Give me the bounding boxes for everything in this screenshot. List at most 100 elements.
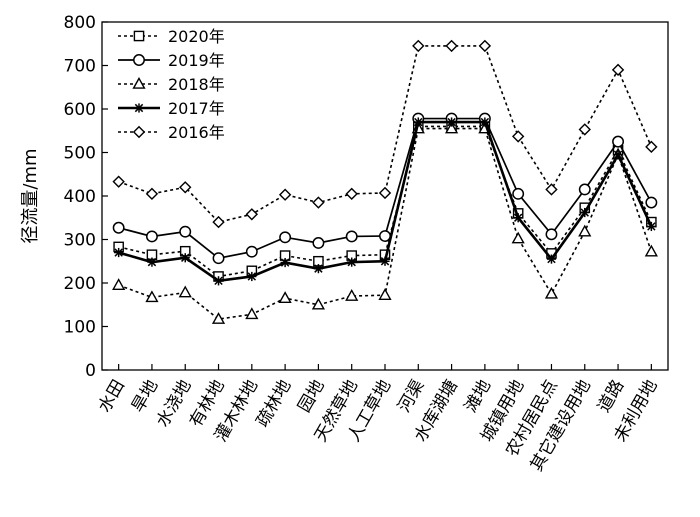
x-tick-label: 旱地 — [128, 377, 162, 416]
legend-item: 2020年 — [118, 27, 225, 46]
data-point-triangle — [444, 121, 459, 134]
data-point-diamond — [578, 123, 591, 136]
data-point-star — [380, 256, 390, 266]
data-point-triangle — [311, 297, 326, 310]
data-point-triangle — [378, 288, 392, 300]
x-tick-label: 疏林地 — [253, 377, 296, 431]
y-tick-label: 600 — [64, 100, 96, 120]
data-point-circle — [379, 230, 391, 242]
data-point-star — [213, 276, 224, 286]
data-point-triangle — [544, 286, 559, 299]
data-point-circle — [645, 196, 658, 209]
data-point-diamond — [345, 187, 358, 201]
data-point-diamond — [378, 186, 392, 200]
legend-label: 2019年 — [168, 51, 225, 70]
data-point-star — [134, 103, 144, 113]
data-point-circle — [312, 237, 325, 249]
data-point-star — [347, 257, 357, 267]
series-line — [118, 45, 653, 223]
data-point-triangle — [511, 231, 525, 244]
data-point-diamond — [112, 175, 125, 188]
y-axis-label: 径流量/mm — [20, 148, 41, 243]
data-point-star — [613, 150, 623, 160]
y-tick-label: 800 — [64, 13, 96, 33]
legend-label: 2016年 — [168, 123, 225, 142]
series-line — [118, 125, 653, 278]
series-layer — [112, 39, 658, 324]
legend-label: 2018年 — [168, 75, 225, 94]
x-tick-label: 水田 — [95, 377, 129, 416]
data-point-star — [646, 221, 656, 232]
x-tick-label: 道路 — [594, 377, 628, 416]
data-point-diamond — [132, 125, 146, 139]
data-point-star — [247, 271, 257, 282]
data-point-diamond — [511, 130, 525, 143]
data-point-diamond — [611, 63, 625, 77]
data-point-triangle — [345, 289, 359, 301]
data-point-star — [180, 253, 190, 263]
data-point-circle — [133, 54, 145, 66]
data-point-triangle — [245, 307, 259, 320]
data-point-diamond — [245, 208, 259, 221]
data-point-triangle — [145, 290, 159, 303]
data-point-circle — [345, 230, 358, 243]
data-point-star — [546, 254, 557, 264]
data-point-star — [413, 117, 423, 127]
x-tick-label: 滩地 — [461, 376, 495, 415]
series-triangle — [112, 121, 658, 324]
data-point-star — [114, 247, 124, 258]
y-axis: 0 100 200 300 400 500 600 700 800 — [64, 13, 108, 381]
data-point-triangle — [578, 224, 592, 237]
data-point-diamond — [145, 187, 159, 201]
data-point-diamond — [645, 140, 658, 154]
data-point-square — [133, 30, 145, 42]
data-point-diamond — [212, 215, 225, 229]
data-point-triangle — [211, 312, 226, 324]
legend-label: 2017年 — [168, 99, 225, 118]
data-point-circle — [145, 230, 158, 243]
y-tick-label: 200 — [64, 274, 96, 294]
series-circle — [112, 112, 658, 265]
data-point-triangle — [278, 291, 292, 304]
data-point-diamond — [478, 39, 492, 53]
y-tick-label: 300 — [64, 231, 96, 251]
data-point-circle — [279, 231, 292, 244]
data-point-diamond — [445, 39, 458, 53]
data-point-triangle — [112, 278, 126, 290]
data-point-star — [513, 213, 523, 223]
data-point-circle — [545, 228, 558, 241]
data-point-circle — [212, 252, 225, 265]
data-point-star — [147, 257, 157, 267]
data-point-circle — [179, 225, 192, 238]
data-point-diamond — [179, 181, 192, 194]
data-point-diamond — [278, 188, 292, 201]
data-point-star — [313, 264, 324, 274]
series-star — [114, 117, 656, 286]
data-point-star — [280, 257, 290, 268]
x-axis: 水田旱地水浇地有林地灌木林地疏林地园地天然草地人工草地河渠水库湖塘滩地城镇用地农… — [95, 364, 662, 475]
y-tick-label: 0 — [85, 361, 96, 381]
data-point-diamond — [412, 39, 425, 53]
data-point-circle — [245, 245, 258, 258]
legend: 2020年 2019年 2018年 2017年 2016年 — [118, 27, 225, 142]
data-point-circle — [578, 183, 591, 196]
y-tick-label: 500 — [64, 144, 96, 164]
data-point-star — [446, 117, 457, 127]
data-point-star — [580, 207, 590, 218]
data-point-diamond — [312, 196, 325, 209]
x-tick-label: 园地 — [294, 377, 328, 416]
data-point-triangle — [644, 244, 658, 257]
y-tick-label: 700 — [64, 57, 96, 77]
data-point-triangle — [132, 76, 146, 89]
legend-item: 2018年 — [118, 75, 225, 94]
legend-label: 2020年 — [168, 27, 225, 46]
y-tick-label: 400 — [64, 187, 96, 207]
legend-item: 2019年 — [118, 51, 225, 70]
legend-item: 2017年 — [118, 99, 225, 118]
y-tick-label: 100 — [64, 318, 96, 338]
legend-item: 2016年 — [118, 123, 225, 142]
x-tick-label: 河渠 — [394, 377, 428, 416]
data-point-diamond — [545, 183, 558, 196]
data-point-circle — [112, 221, 125, 234]
